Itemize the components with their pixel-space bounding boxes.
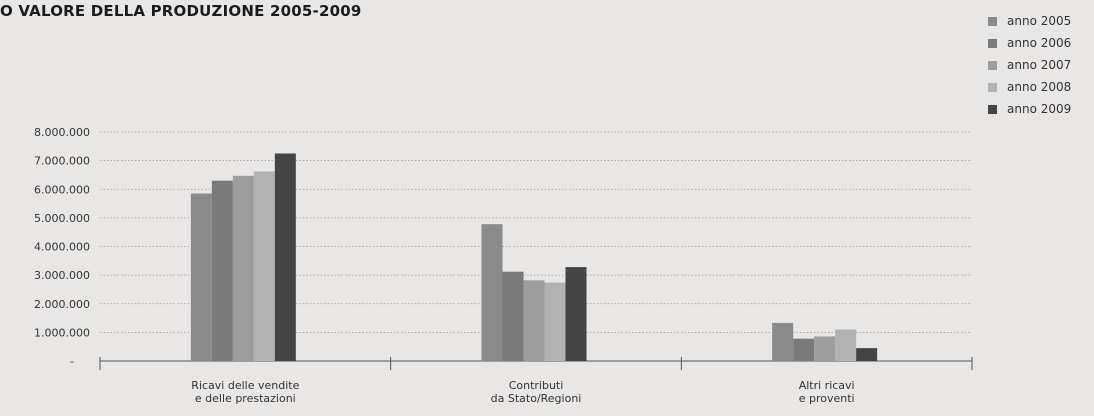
legend-label: anno 2008 <box>1007 80 1072 94</box>
y-tick-label: - <box>70 355 74 368</box>
legend-swatch <box>988 60 997 70</box>
bar-anno-2006-cat-0 <box>211 180 233 361</box>
bar-anno-2005-cat-2 <box>772 322 794 361</box>
x-category-label: Contributi <box>509 379 564 392</box>
chart-plot: - 1.000.000 2.000.000 3.000.000 4.000.000 5.0… <box>34 126 973 405</box>
legend-swatch <box>988 16 997 26</box>
x-category-label: Ricavi delle vendite <box>191 379 299 392</box>
bar-anno-2006-cat-2 <box>793 338 815 361</box>
legend-swatch <box>988 82 997 92</box>
y-tick-label: 8.000.000 <box>34 126 90 139</box>
legend-label: anno 2007 <box>1007 58 1072 72</box>
legend-item: anno 2005 <box>988 10 1071 32</box>
y-tick-label: 5.000.000 <box>34 212 90 225</box>
bar-anno-2005-cat-0 <box>190 193 212 361</box>
legend: anno 2005 anno 2006 anno 2007 anno 2008 anno… <box>988 10 1071 120</box>
y-axis-tick-labels: - 1.000.000 2.000.000 3.000.000 4.000.000 5.0… <box>34 126 90 368</box>
y-tick-label: 3.000.000 <box>34 269 90 282</box>
legend-item: anno 2007 <box>988 54 1071 76</box>
y-tick-label: 6.000.000 <box>34 183 90 196</box>
x-category-label: Altri ricavi <box>799 379 855 392</box>
legend-item: anno 2006 <box>988 32 1071 54</box>
x-category-label: da Stato/Regioni <box>491 392 582 405</box>
x-category-label: e delle prestazioni <box>195 392 296 405</box>
bar-anno-2008-cat-1 <box>544 282 566 361</box>
bar-anno-2009-cat-1 <box>565 267 587 361</box>
legend-label: anno 2009 <box>1007 102 1072 116</box>
bar-anno-2007-cat-0 <box>232 175 254 361</box>
legend-swatch <box>988 38 997 48</box>
bar-anno-2007-cat-1 <box>523 280 545 361</box>
x-category-label: e proventi <box>799 392 855 405</box>
y-tick-label: 7.000.000 <box>34 155 90 168</box>
bar-anno-2005-cat-1 <box>481 224 503 361</box>
bar-anno-2006-cat-1 <box>502 271 524 361</box>
bar-anno-2007-cat-2 <box>814 336 836 361</box>
legend-swatch <box>988 104 997 114</box>
bar-anno-2009-cat-2 <box>856 348 878 361</box>
legend-label: anno 2006 <box>1007 36 1072 50</box>
bar-anno-2008-cat-0 <box>253 171 275 361</box>
y-tick-label: 4.000.000 <box>34 241 90 254</box>
bar-anno-2008-cat-2 <box>835 329 857 361</box>
legend-item: anno 2008 <box>988 76 1071 98</box>
legend-item: anno 2009 <box>988 98 1071 120</box>
bar-anno-2009-cat-0 <box>274 153 296 361</box>
chart-title: O VALORE DELLA PRODUZIONE 2005-2009 <box>0 2 362 20</box>
y-tick-label: 1.000.000 <box>34 326 90 339</box>
legend-label: anno 2005 <box>1007 14 1072 28</box>
y-tick-label: 2.000.000 <box>34 298 90 311</box>
bars <box>190 153 878 361</box>
